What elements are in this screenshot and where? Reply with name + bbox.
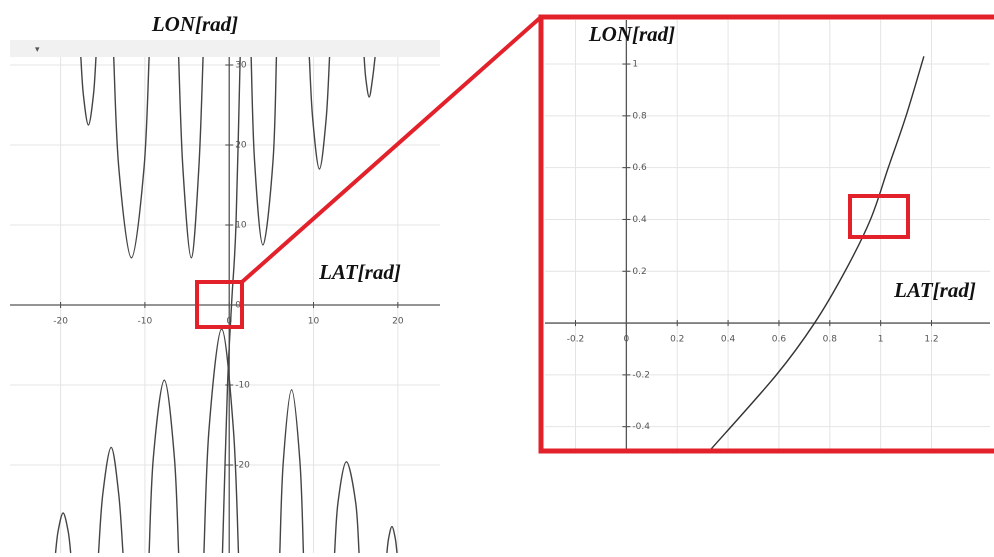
zoom-plot: -0.200.20.40.60.811.2-0.4-0.20.20.40.60.… [545,20,990,450]
curve [113,57,150,259]
curve [221,57,241,554]
plot-header [10,40,440,57]
curve [333,461,360,554]
x-axis-label: LAT[rad] [893,278,976,302]
y-tick-label: 0.2 [632,267,646,277]
y-tick-label: -0.2 [632,370,650,380]
y-tick-label: 0.4 [632,215,647,225]
curves [54,57,398,554]
x-tick-label: -0.2 [567,335,585,345]
y-tick-label: 1 [632,60,638,70]
curve [709,56,925,450]
curve [80,57,97,126]
curve [250,57,278,246]
curve [279,389,305,554]
y-tick-label: 30 [235,61,247,71]
x-tick-label: 0.2 [670,335,684,345]
y-tick-label: -0.4 [632,422,650,432]
y-tick-label: -10 [235,381,250,391]
x-tick-label: 10 [308,317,320,327]
curve [308,57,331,170]
y-axis-label: LON[rad] [151,12,238,36]
curve [203,328,240,554]
x-tick-label: 0.4 [721,335,736,345]
x-tick-label: 0.8 [823,335,838,345]
y-tick-label: 0.8 [632,111,647,121]
x-tick-label: -10 [138,317,153,327]
dropdown-icon: ▾ [35,44,40,54]
y-tick-label: 0.6 [632,163,647,173]
highlight-box [848,194,910,239]
x-tick-label: -20 [53,317,68,327]
curve [97,446,124,554]
zoom-connector [240,15,543,284]
y-tick-label: -20 [235,461,250,471]
main-plot: -20-1001020-20-100102030LAT[rad]LON[rad] [10,12,440,554]
x-tick-label: 0.6 [772,335,787,345]
x-tick-label: 20 [392,317,404,327]
x-axis-label: LAT[rad] [318,260,401,284]
curve [386,525,398,554]
y-tick-label: 20 [235,141,247,151]
curve [363,57,376,98]
zoom-frame [538,14,994,454]
curve [54,512,72,554]
curves [709,56,925,450]
y-axis-label: LON[rad] [588,22,675,46]
curve [148,379,180,554]
curve [177,57,204,259]
x-tick-label: 1.2 [924,335,938,345]
x-tick-label: 1 [878,335,884,345]
y-tick-label: 10 [235,221,247,231]
zoom-region [195,280,244,329]
